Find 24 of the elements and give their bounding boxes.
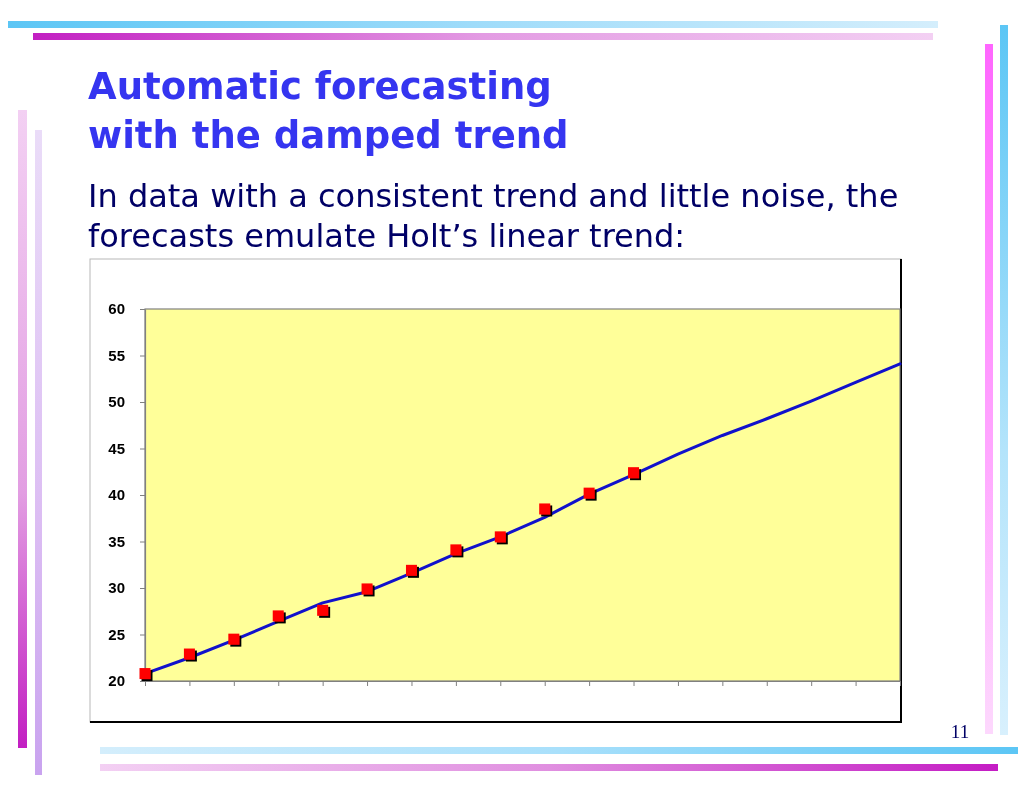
text: 11: [950, 721, 970, 742]
point: [450, 544, 462, 556]
y-tick-label: 35: [108, 532, 125, 550]
point: [539, 503, 551, 515]
y-tick-label: 50: [108, 393, 125, 411]
chart-subtitle: In data with a consistent trend and little noise, the forecasts emulate Holt’s linear trend:: [88, 177, 899, 255]
point: [583, 487, 595, 499]
y-tick-label: 20: [108, 672, 125, 690]
y-tick-label: 60: [108, 300, 125, 318]
y-tick-label: 25: [108, 625, 125, 643]
point: [183, 648, 195, 660]
point: [139, 668, 151, 680]
y-tick-label: 55: [108, 346, 125, 364]
y-tick-label: 40: [108, 486, 125, 504]
point: [228, 633, 240, 645]
point: [405, 564, 417, 576]
point: [272, 610, 284, 622]
point: [628, 467, 640, 479]
point: [317, 604, 329, 616]
chart-title: Automatic forecasting with the damped trend: [88, 65, 569, 157]
y-tick-label: 30: [108, 579, 125, 597]
point: [361, 583, 373, 595]
point: [494, 531, 506, 543]
y-tick-label: 45: [108, 439, 125, 457]
